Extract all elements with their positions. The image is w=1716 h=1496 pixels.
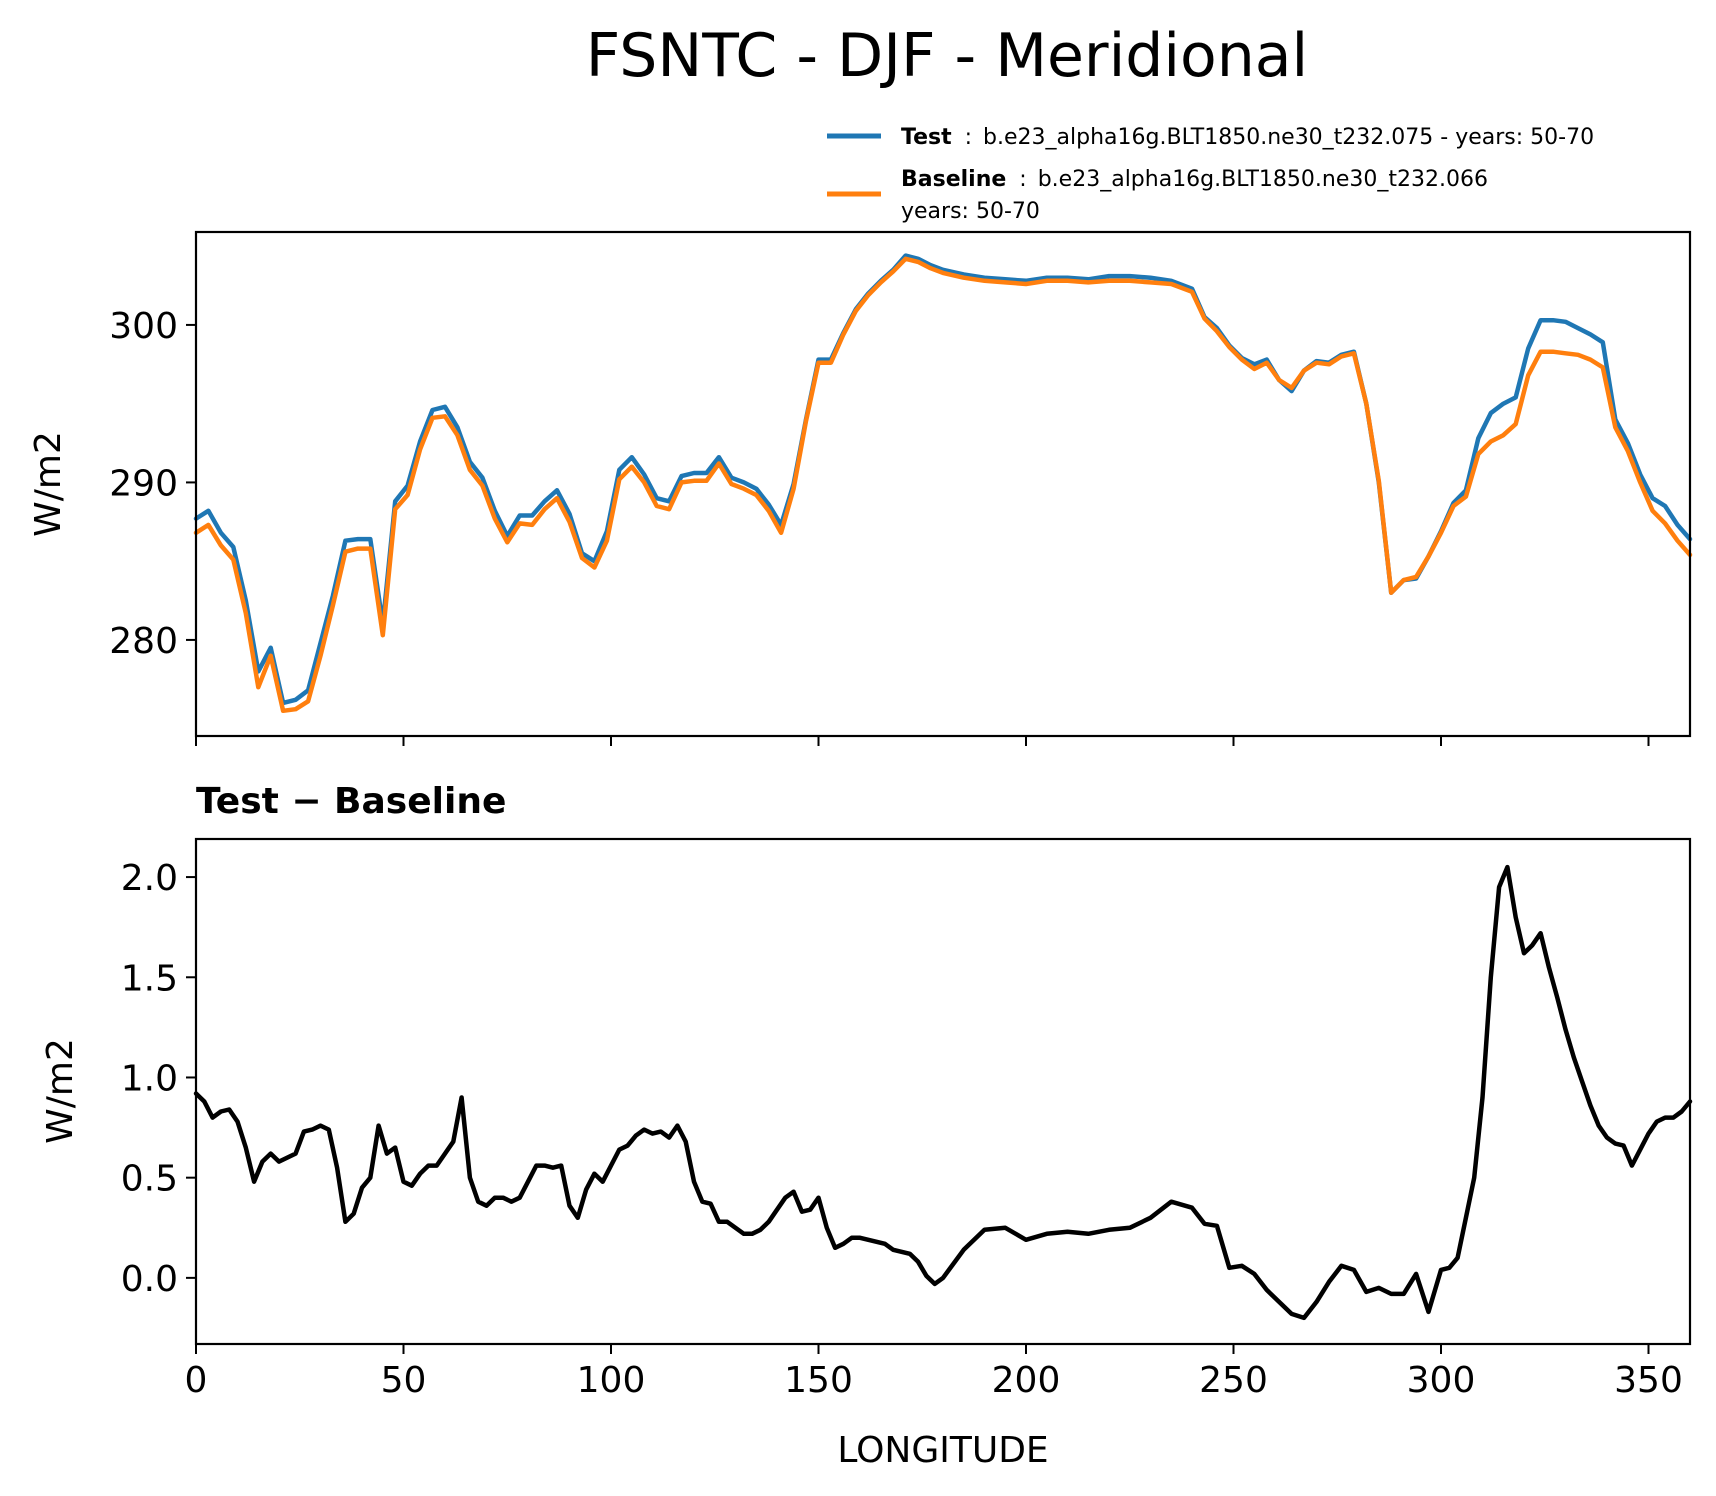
bottom-xlabel: LONGITUDE	[837, 1430, 1048, 1471]
bottom-series	[193, 864, 1693, 1321]
top-series	[193, 253, 1693, 714]
top-series-baseline	[193, 256, 1693, 714]
bottom-xtick-label: 50	[381, 1360, 427, 1401]
bottom-xtick-label: 300	[1407, 1360, 1476, 1401]
bottom-axes-frame	[194, 837, 1692, 1346]
legend-test-sep: :	[965, 125, 972, 150]
legend-baseline-desc2: years: 50-70	[901, 199, 1040, 224]
bottom-ytick-label: 1.5	[121, 958, 178, 999]
bottom-panel-title: Test − Baseline	[196, 781, 506, 822]
bottom-xtick-label: 250	[1199, 1360, 1268, 1401]
top-axes-frame	[194, 230, 1692, 738]
top-ylabel: W/m2	[28, 431, 69, 537]
legend-test-entry: Test : b.e23_alpha16g.BLT1850.ne30_t232.…	[901, 125, 1594, 150]
legend-test-label: Test	[901, 125, 952, 150]
bottom-series-test-baseline	[193, 864, 1693, 1321]
bottom-xtick-label: 150	[784, 1360, 853, 1401]
bottom-xtick-label: 200	[992, 1360, 1061, 1401]
bottom-ytick-label: 0.5	[121, 1159, 178, 1200]
legend-test-desc: b.e23_alpha16g.BLT1850.ne30_t232.075 - y…	[983, 125, 1594, 150]
bottom-xtick-label: 350	[1614, 1360, 1683, 1401]
figure-title: FSNTC - DJF - Meridional	[586, 21, 1308, 91]
bottom-panel: Test − Baseline 0 50 100 150 200 250 300 350 0.0…	[40, 781, 1693, 1471]
bottom-ylabel: W/m2	[40, 1038, 81, 1144]
bottom-ytick-label: 1.0	[121, 1058, 178, 1099]
bottom-ytick-label: 0.0	[121, 1259, 178, 1300]
legend: Test : b.e23_alpha16g.BLT1850.ne30_t232.…	[827, 125, 1594, 224]
legend-baseline-desc: b.e23_alpha16g.BLT1850.ne30_t232.066	[1038, 167, 1488, 192]
bottom-xtick-label: 100	[577, 1360, 646, 1401]
legend-baseline-entry: Baseline : b.e23_alpha16g.BLT1850.ne30_t…	[901, 167, 1488, 192]
top-ticks: 280 290 300	[109, 306, 1650, 746]
top-panel: 280 290 300 W/m2	[28, 230, 1693, 746]
legend-baseline-sep: :	[1019, 167, 1026, 192]
bottom-ticks: 0 50 100 150 200 250 300 350 0.0 0.5 1.0 1.5 2.0	[121, 858, 1683, 1401]
bottom-ytick-label: 2.0	[121, 858, 178, 899]
top-ytick-label: 280	[109, 621, 178, 662]
bottom-xtick-label: 0	[185, 1360, 208, 1401]
top-series-test	[193, 253, 1693, 706]
top-ytick-label: 290	[109, 463, 178, 504]
top-ytick-label: 300	[109, 306, 178, 347]
legend-baseline-label: Baseline	[901, 167, 1006, 192]
